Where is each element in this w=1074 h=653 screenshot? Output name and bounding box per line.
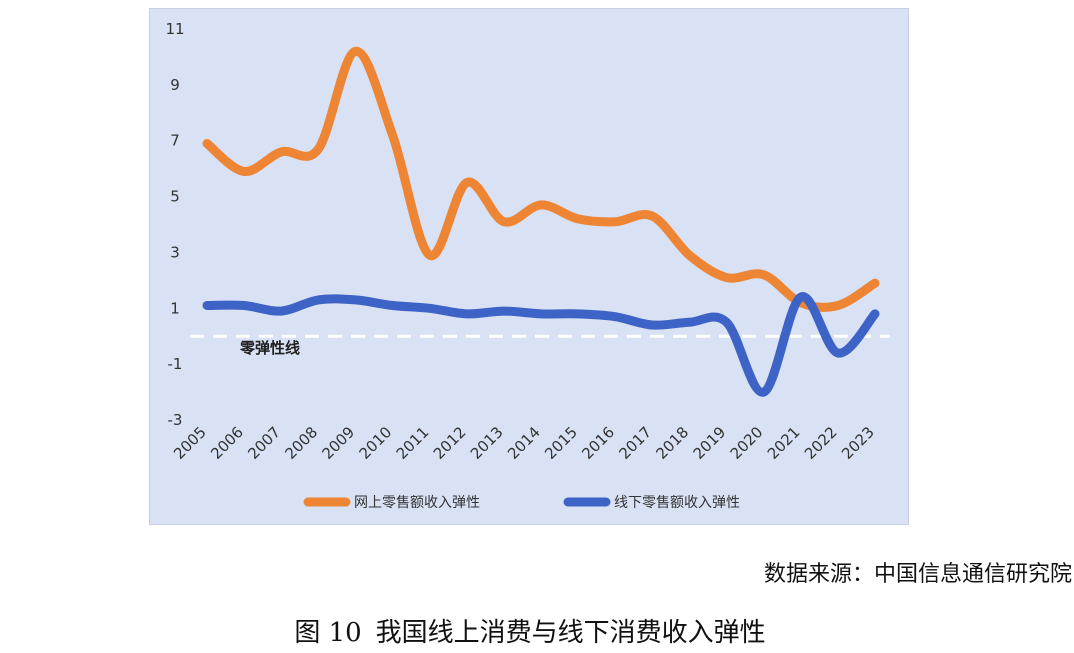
x-tick-label: 2019 <box>690 423 730 463</box>
y-tick-label: 1 <box>170 299 180 317</box>
x-tick-label: 2021 <box>764 423 804 463</box>
x-tick-label: 2013 <box>467 423 507 463</box>
legend-label-offline-retail-elasticity: 线下零售额收入弹性 <box>614 495 740 511</box>
x-tick-label: 2009 <box>319 423 359 463</box>
x-tick-label: 2015 <box>541 423 581 463</box>
y-tick-label: -1 <box>168 355 183 373</box>
x-tick-label: 2020 <box>727 423 767 463</box>
figure-caption: 图 10 我国线上消费与线下消费收入弹性 <box>0 612 1074 649</box>
y-tick-label: 3 <box>170 243 180 261</box>
x-tick-label: 2018 <box>653 423 693 463</box>
y-tick-label: 9 <box>170 76 180 94</box>
legend-label-online-retail-elasticity: 网上零售额收入弹性 <box>354 495 480 511</box>
x-tick-label: 2017 <box>615 423 655 463</box>
y-tick-label: -3 <box>168 411 183 429</box>
x-tick-label: 2008 <box>281 423 321 463</box>
zero-elasticity-label: 零弹性线 <box>239 339 300 357</box>
x-tick-label: 2006 <box>207 423 247 463</box>
x-tick-label: 2005 <box>170 423 210 463</box>
figure-number: 图 10 <box>294 618 362 648</box>
y-tick-label: 11 <box>165 20 184 38</box>
y-tick-label: 5 <box>170 188 180 206</box>
x-tick-label: 2014 <box>504 423 544 463</box>
line-chart: 1197531-1-320052006200720082009201020112… <box>165 20 890 511</box>
figure-title: 我国线上消费与线下消费收入弹性 <box>375 618 766 648</box>
x-tick-label: 2010 <box>356 423 396 463</box>
x-tick-label: 2007 <box>244 423 284 463</box>
x-tick-label: 2023 <box>838 423 878 463</box>
x-tick-label: 2022 <box>801 423 841 463</box>
x-tick-label: 2011 <box>393 423 433 463</box>
online-retail-elasticity-line <box>202 46 880 312</box>
offline-retail-elasticity-line <box>202 292 880 397</box>
data-source-note: 数据来源：中国信息通信研究院 <box>763 562 1072 587</box>
y-tick-label: 7 <box>170 132 180 150</box>
x-tick-label: 2016 <box>578 423 618 463</box>
x-tick-label: 2012 <box>430 423 470 463</box>
chart-panel: 11 9 7 5 3 1 -1 -3 2005 2006 2007 2008 2009 2010 2011 2… <box>149 8 909 525</box>
